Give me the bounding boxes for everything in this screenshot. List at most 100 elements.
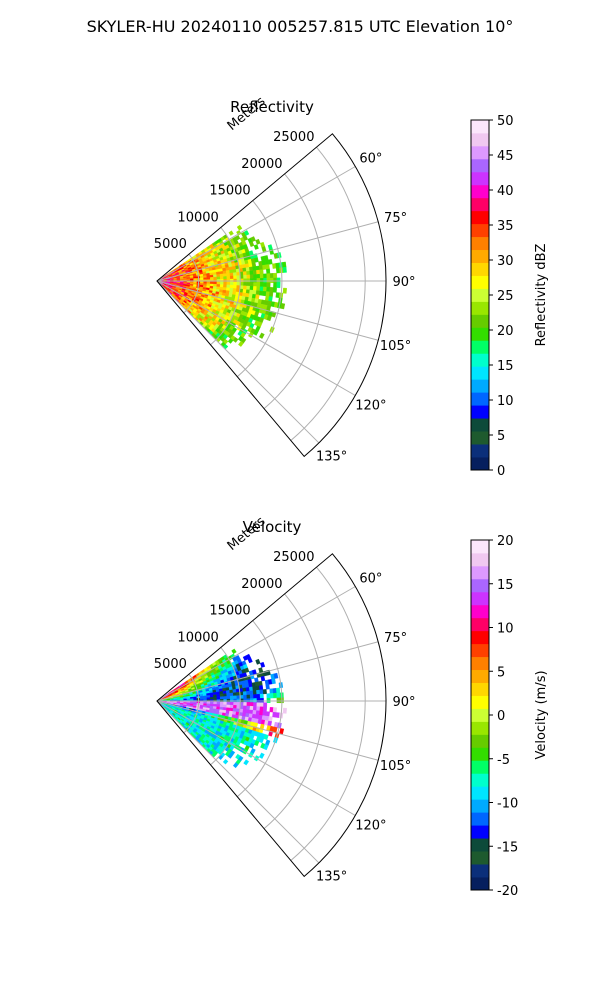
field-cell: [229, 275, 234, 280]
colorbar-swatch: [471, 184, 489, 199]
range-ring: [236, 620, 283, 798]
field-cell: [269, 693, 274, 699]
field-cell: [256, 282, 261, 287]
field-cell: [258, 752, 265, 759]
field-cell: [226, 281, 231, 286]
field-cell: [252, 270, 257, 275]
field-cell: [266, 286, 271, 293]
field-cell: [213, 694, 218, 698]
field-cell: [272, 688, 277, 694]
field-cell: [252, 706, 257, 711]
field-cell: [222, 758, 229, 765]
colorbar-swatch: [471, 418, 489, 432]
field-cell: [265, 264, 270, 270]
field-cell: [262, 689, 267, 695]
azimuth-gridline: [156, 166, 356, 282]
field-cell: [265, 684, 270, 690]
field-cell: [252, 286, 257, 291]
field-cell: [233, 275, 238, 280]
colorbar-swatch: [471, 825, 489, 839]
field-cell: [269, 287, 274, 293]
colorbar-tick-label: 15: [497, 578, 514, 593]
range-tick-label: 20000: [241, 577, 282, 592]
colorbar-swatch: [471, 145, 489, 160]
field-cell: [276, 277, 281, 284]
field-cell: [216, 274, 221, 278]
field-cell: [232, 689, 237, 694]
angle-tick-label: 105°: [380, 339, 411, 354]
field-cell: [249, 702, 254, 707]
field-cell: [229, 701, 234, 706]
angle-tick-label: 60°: [359, 572, 382, 587]
colorbar-tick-label: 5: [497, 665, 505, 680]
field-cell: [203, 697, 208, 701]
field-cell: [216, 276, 221, 280]
field-cell: [263, 255, 269, 261]
colorbar-swatch: [471, 249, 489, 263]
colorbar-swatch: [471, 301, 489, 315]
colorbar-tick-label: 0: [497, 464, 505, 479]
field-cell: [269, 688, 274, 694]
field-cell: [228, 230, 234, 236]
colorbar-swatch: [471, 565, 489, 580]
field-cell: [206, 697, 211, 700]
colorbar-swatch: [471, 682, 489, 696]
colorbar-swatch: [471, 120, 489, 134]
field-cell: [273, 692, 278, 699]
field-cell: [259, 286, 264, 292]
colorbar-swatch: [471, 708, 489, 722]
velocity-panel: Velocity 60° 75° 90° 105° 120° 135° 5000 10000 1…: [154, 514, 549, 899]
colorbar-label: Velocity (m/s): [534, 670, 549, 759]
field-cell: [243, 274, 248, 279]
field-cell: [266, 268, 271, 274]
angle-tick-label: 75°: [384, 211, 407, 226]
field-cell: [263, 282, 268, 288]
field-cell: [253, 702, 258, 707]
field-cell: [259, 693, 264, 699]
field-cell: [226, 284, 231, 289]
field-cell: [259, 661, 266, 668]
field-cell: [271, 678, 276, 685]
field-cell: [276, 697, 281, 704]
colorbar-tick-label: -5: [497, 753, 510, 768]
colorbar-swatch: [471, 288, 489, 302]
field-cell: [282, 707, 287, 714]
field-cell: [213, 276, 218, 280]
field-cell: [229, 704, 234, 709]
colorbar-swatch: [471, 578, 489, 593]
azimuth-gridline: [156, 700, 356, 816]
field-cell: [253, 282, 258, 287]
colorbar-tick-label: 10: [497, 394, 514, 409]
range-tick-label: 10000: [177, 630, 218, 645]
field-cell: [231, 648, 237, 655]
field-cell: [261, 246, 267, 253]
field-cell: [209, 277, 214, 280]
colorbar-tick-label: 20: [497, 534, 514, 549]
colorbar-swatch: [471, 851, 489, 865]
field-cell: [226, 704, 231, 709]
field-cell: [246, 698, 251, 703]
field-cell: [259, 706, 264, 712]
field-cell: [255, 238, 261, 245]
colorbar-swatch: [471, 132, 489, 147]
field-cell: [273, 282, 278, 288]
field-cell: [259, 702, 264, 708]
field-cell: [203, 277, 208, 281]
colorbar-swatch: [471, 734, 489, 748]
field-cell: [269, 707, 274, 713]
field-cell: [242, 705, 248, 710]
field-cell: [280, 303, 286, 310]
field-cell: [251, 262, 257, 268]
colorbar-swatch: [471, 392, 489, 406]
field-cell: [232, 692, 237, 697]
range-ring: [290, 146, 366, 441]
field-cell: [255, 658, 261, 665]
field-cell: [229, 692, 234, 697]
reflectivity-colorbar: 0 5 10 15 20 25 30 35 40 45 50 Reflectivity dBZ: [470, 114, 549, 479]
range-tick-label: 15000: [209, 184, 250, 199]
range-tick-label: 5000: [154, 237, 187, 252]
field-cell: [260, 278, 264, 283]
field-cell: [260, 675, 266, 682]
field-cell: [249, 694, 254, 699]
field-cell: [199, 277, 204, 281]
